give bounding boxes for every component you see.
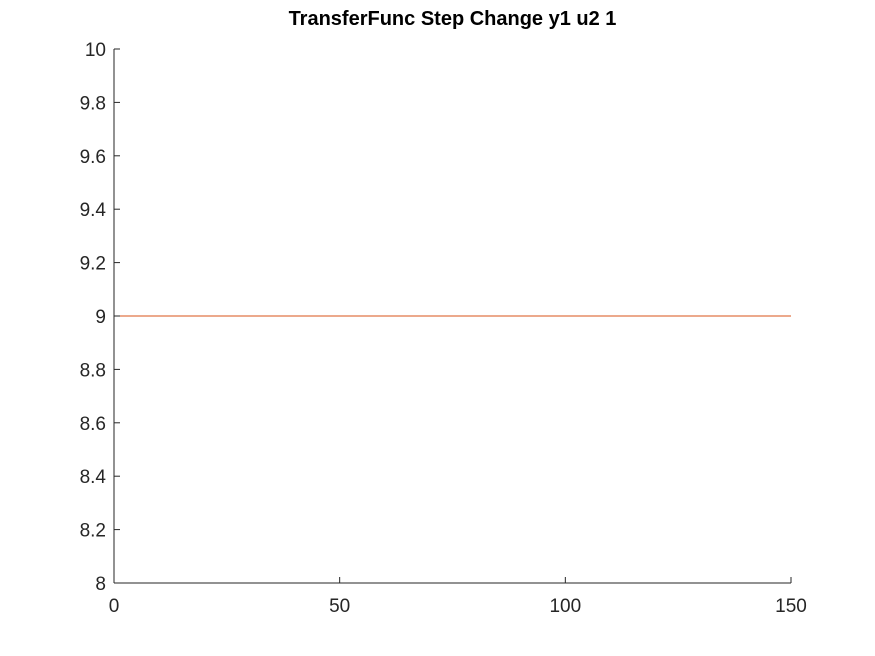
y-tick-label: 8.4 (80, 467, 107, 488)
y-tick-label: 9.4 (80, 200, 107, 221)
x-tick-label: 150 (775, 596, 807, 617)
x-tick-label: 50 (329, 596, 350, 617)
x-tick-label: 100 (549, 596, 581, 617)
x-tick-label: 0 (109, 596, 120, 617)
y-tick-label: 8 (95, 574, 106, 595)
y-tick-label: 8.8 (80, 360, 106, 381)
y-tick-label: 9.6 (80, 147, 106, 168)
y-tick-label: 9.2 (80, 254, 106, 275)
y-tick-label: 8.2 (80, 521, 106, 542)
chart-title: TransferFunc Step Change y1 u2 1 (288, 8, 617, 30)
y-tick-label: 8.6 (80, 414, 106, 435)
y-tick-label: 9 (95, 307, 106, 328)
y-tick-label: 9.8 (80, 93, 106, 114)
y-tick-label: 10 (85, 40, 106, 61)
